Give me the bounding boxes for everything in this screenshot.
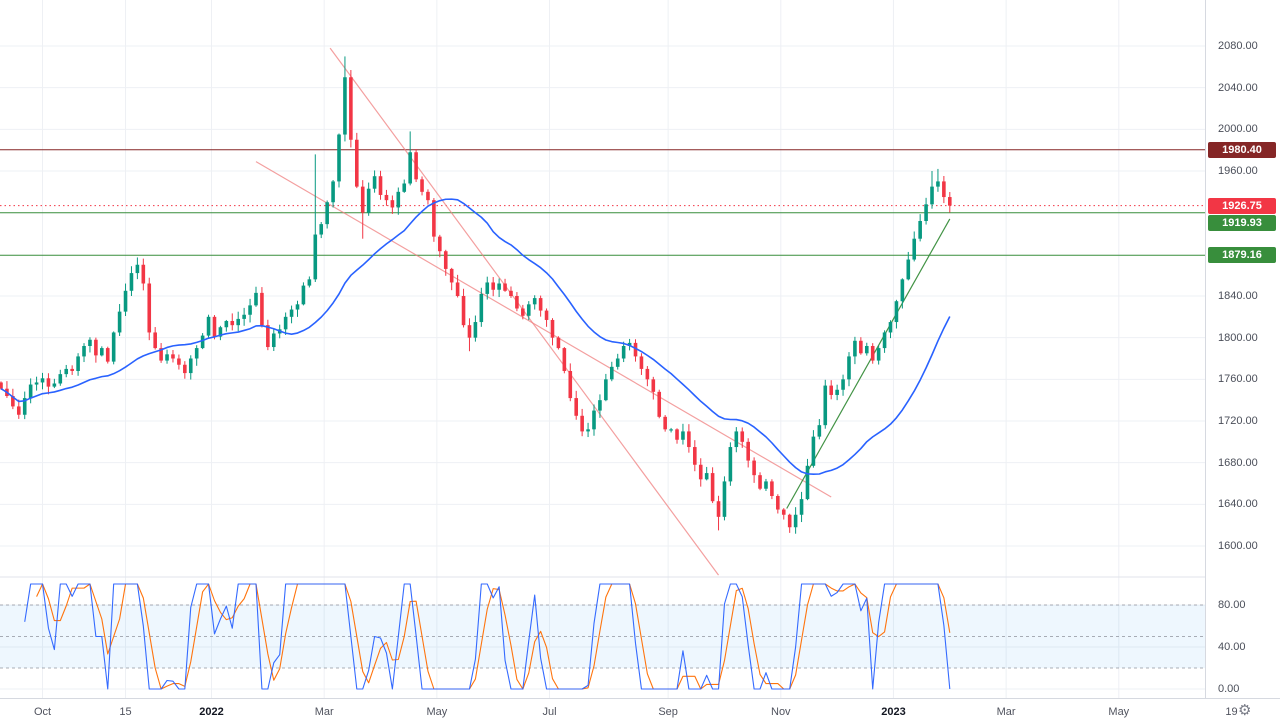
horizontal-price-lines[interactable] bbox=[0, 149, 1205, 256]
candlesticks bbox=[0, 56, 952, 534]
trend-line-descending-channel-lower[interactable] bbox=[255, 161, 832, 498]
time-tick-label: Jul bbox=[542, 706, 557, 718]
grid-lines bbox=[0, 0, 1205, 698]
price-tick-label: 1720.00 bbox=[1218, 415, 1258, 427]
time-tick-label: 2023 bbox=[881, 706, 906, 718]
time-tick-label: May bbox=[426, 706, 448, 718]
time-tick-label: 2022 bbox=[199, 706, 224, 718]
price-tick-label: 2080.00 bbox=[1218, 40, 1258, 52]
moving-average-line[interactable] bbox=[0, 198, 951, 475]
price-tick-label: 2000.00 bbox=[1218, 123, 1258, 136]
price-line-label: 1879.16 bbox=[1208, 247, 1276, 264]
stochastic-k-line bbox=[24, 583, 951, 690]
price-tick-label: 1680.00 bbox=[1218, 456, 1258, 469]
time-tick-label: 15 bbox=[119, 706, 132, 718]
time-tick-label: Sep bbox=[658, 706, 678, 718]
price-tick-label: 1600.00 bbox=[1218, 540, 1258, 552]
price-tick-label: 1840.00 bbox=[1218, 290, 1258, 302]
trend-line-ascending-support[interactable] bbox=[786, 218, 951, 509]
price-tick-label: 1760.00 bbox=[1218, 373, 1258, 386]
price-tick-label: 80.00 bbox=[1218, 599, 1246, 611]
price-axis[interactable]: 2080.00 2040.00 2000.00 1960.00 1840.00 1800.… bbox=[1205, 0, 1280, 698]
stochastic-d-line bbox=[36, 583, 951, 690]
stochastic-panel bbox=[0, 583, 1205, 690]
time-tick-label: Nov bbox=[771, 706, 791, 718]
time-tick-label: Oct bbox=[33, 706, 52, 718]
price-line-label: 1926.75 bbox=[1208, 197, 1276, 214]
price-tick-label: 1960.00 bbox=[1218, 165, 1258, 177]
gear-icon[interactable]: ⚙ bbox=[1238, 701, 1252, 721]
time-tick-label: Mar bbox=[314, 706, 334, 718]
price-tick-label: 1800.00 bbox=[1218, 331, 1258, 344]
price-line-label: 1980.40 bbox=[1208, 141, 1276, 158]
time-tick-label: May bbox=[1108, 706, 1130, 718]
price-line-label: 1919.93 bbox=[1208, 214, 1276, 231]
time-axis[interactable]: Oct 15 2022 Mar May Jul Sep Nov 2023 Mar May 19 bbox=[0, 698, 1280, 728]
price-tick-label: 0.00 bbox=[1218, 683, 1240, 695]
trend-lines[interactable] bbox=[255, 47, 951, 576]
price-tick-label: 1640.00 bbox=[1218, 498, 1258, 511]
price-tick-label: 2040.00 bbox=[1218, 81, 1258, 94]
time-tick-label: Mar bbox=[996, 706, 1016, 718]
price-tick-label: 40.00 bbox=[1218, 641, 1246, 653]
time-tick-label: 19 bbox=[1225, 706, 1238, 718]
chart-canvas[interactable] bbox=[0, 0, 1205, 698]
